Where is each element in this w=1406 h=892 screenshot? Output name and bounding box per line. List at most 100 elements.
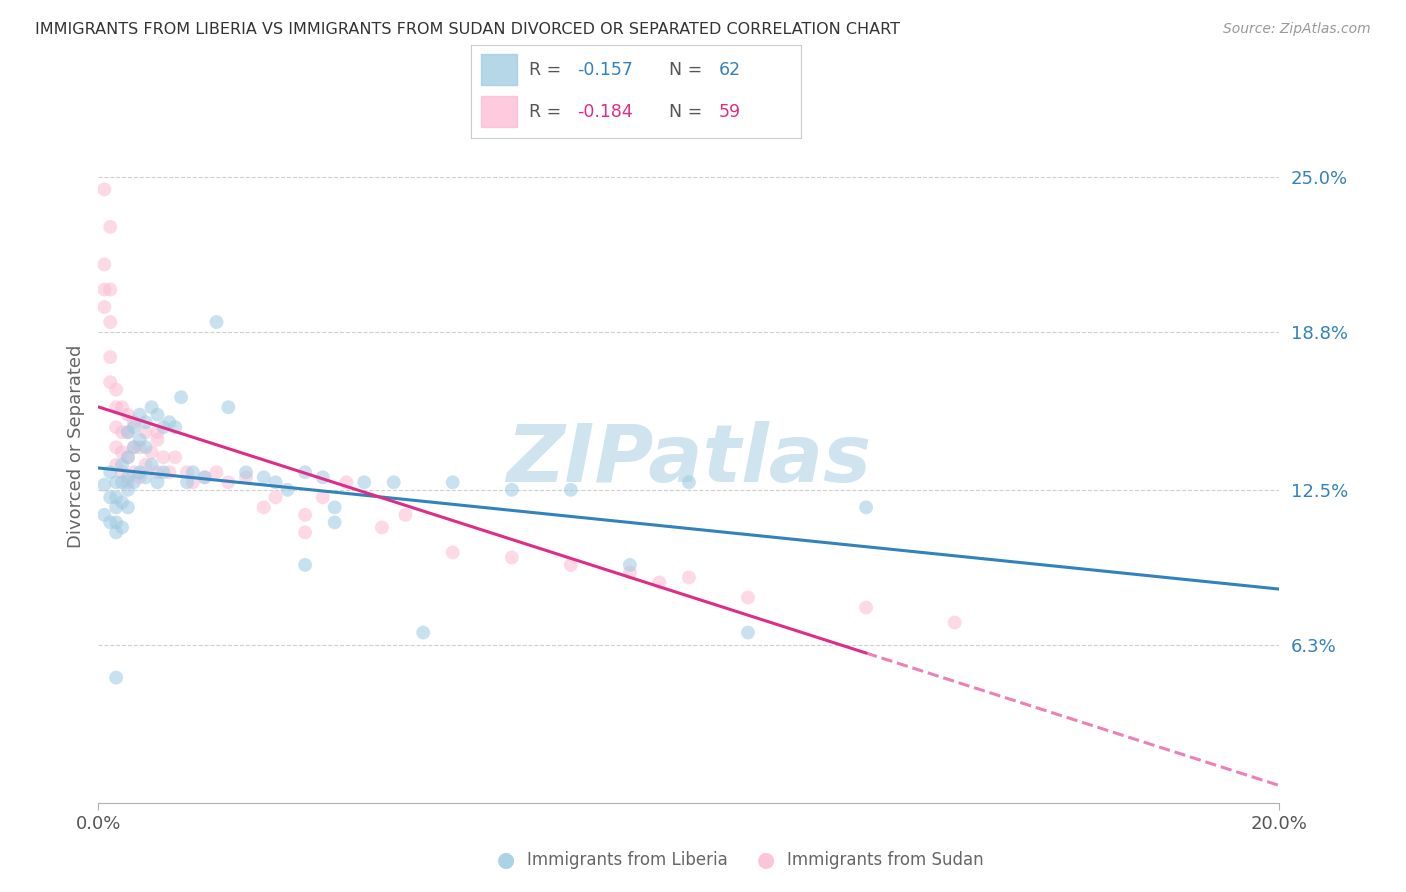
Bar bbox=[481, 96, 517, 127]
Point bbox=[93, 478, 115, 492]
Point bbox=[111, 495, 134, 509]
Point bbox=[276, 483, 298, 497]
Text: Source: ZipAtlas.com: Source: ZipAtlas.com bbox=[1223, 22, 1371, 37]
Point bbox=[141, 445, 163, 459]
Point bbox=[152, 420, 174, 434]
Point bbox=[117, 425, 139, 440]
Point bbox=[111, 475, 134, 490]
Point bbox=[135, 458, 157, 472]
Point bbox=[194, 470, 217, 484]
Point bbox=[194, 470, 217, 484]
Point bbox=[312, 470, 335, 484]
Point bbox=[122, 465, 145, 479]
Point bbox=[141, 458, 163, 472]
Point bbox=[105, 525, 128, 540]
Point bbox=[560, 558, 582, 572]
Point bbox=[117, 483, 139, 497]
Point bbox=[135, 425, 157, 440]
Point bbox=[117, 475, 139, 490]
Point bbox=[176, 475, 198, 490]
Point bbox=[122, 475, 145, 490]
Point bbox=[176, 465, 198, 479]
Point bbox=[111, 400, 134, 414]
Point bbox=[98, 491, 121, 505]
Text: 59: 59 bbox=[718, 103, 741, 121]
Point bbox=[98, 219, 121, 234]
Point bbox=[441, 475, 464, 490]
Point bbox=[93, 300, 115, 314]
Point bbox=[135, 440, 157, 454]
Point bbox=[98, 315, 121, 329]
Point bbox=[111, 458, 134, 472]
Point bbox=[294, 508, 316, 522]
Point bbox=[105, 671, 128, 685]
Point bbox=[117, 500, 139, 515]
Point bbox=[146, 425, 169, 440]
Point bbox=[619, 566, 641, 580]
Point bbox=[678, 570, 700, 584]
Point bbox=[105, 500, 128, 515]
Text: N =: N = bbox=[669, 61, 703, 78]
Point bbox=[353, 475, 375, 490]
Point bbox=[98, 283, 121, 297]
Point bbox=[93, 508, 115, 522]
Text: R =: R = bbox=[529, 61, 561, 78]
Point bbox=[105, 400, 128, 414]
Point bbox=[217, 475, 239, 490]
Point bbox=[93, 257, 115, 271]
Text: Immigrants from Sudan: Immigrants from Sudan bbox=[787, 851, 984, 869]
Point bbox=[205, 465, 228, 479]
Point bbox=[165, 420, 187, 434]
Point bbox=[737, 591, 759, 605]
Point bbox=[412, 625, 434, 640]
Point bbox=[501, 550, 523, 565]
Text: -0.184: -0.184 bbox=[576, 103, 633, 121]
Point bbox=[312, 491, 335, 505]
Point bbox=[441, 545, 464, 559]
Point bbox=[170, 390, 193, 404]
Point bbox=[152, 465, 174, 479]
Point bbox=[294, 558, 316, 572]
Point bbox=[323, 516, 346, 530]
Point bbox=[122, 440, 145, 454]
Point bbox=[122, 440, 145, 454]
Point bbox=[128, 470, 150, 484]
Point bbox=[117, 450, 139, 465]
Point bbox=[117, 470, 139, 484]
Point bbox=[855, 500, 877, 515]
Point bbox=[105, 491, 128, 505]
Text: N =: N = bbox=[669, 103, 703, 121]
Point bbox=[146, 465, 169, 479]
Text: R =: R = bbox=[529, 103, 561, 121]
Point bbox=[371, 520, 394, 534]
Point bbox=[128, 408, 150, 422]
Point bbox=[335, 475, 357, 490]
Point bbox=[294, 465, 316, 479]
Point bbox=[105, 440, 128, 454]
Y-axis label: Divorced or Separated: Divorced or Separated bbox=[66, 344, 84, 548]
Point bbox=[648, 575, 671, 590]
Point bbox=[135, 470, 157, 484]
Bar bbox=[481, 54, 517, 85]
Point bbox=[146, 433, 169, 447]
Point bbox=[382, 475, 405, 490]
Point bbox=[146, 475, 169, 490]
Point bbox=[93, 283, 115, 297]
Point bbox=[98, 465, 121, 479]
Point bbox=[122, 415, 145, 429]
Point bbox=[235, 465, 257, 479]
Point bbox=[264, 491, 287, 505]
Point bbox=[98, 350, 121, 364]
Point bbox=[323, 500, 346, 515]
Text: ●: ● bbox=[758, 850, 775, 870]
Point bbox=[135, 415, 157, 429]
Point bbox=[111, 520, 134, 534]
Text: ●: ● bbox=[498, 850, 515, 870]
Point bbox=[165, 450, 187, 465]
Point bbox=[111, 465, 134, 479]
Point bbox=[117, 425, 139, 440]
Point bbox=[264, 475, 287, 490]
Point bbox=[128, 440, 150, 454]
Text: 62: 62 bbox=[718, 61, 741, 78]
Point bbox=[128, 433, 150, 447]
